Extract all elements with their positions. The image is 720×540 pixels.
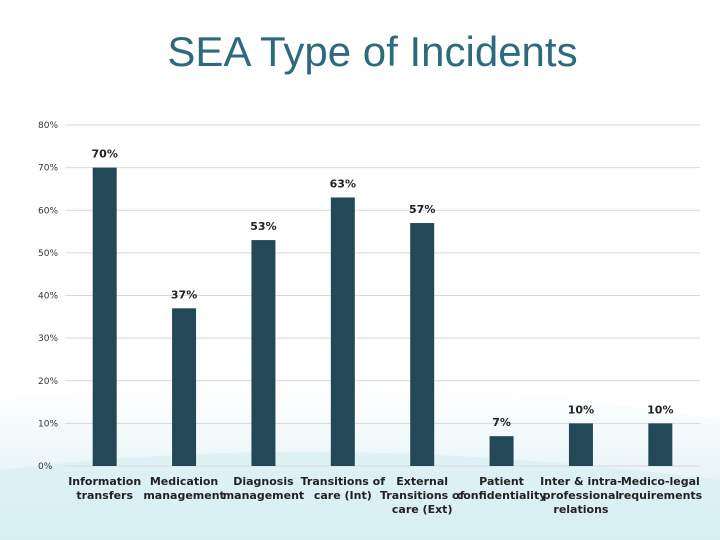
y-tick-label: 10% bbox=[38, 419, 58, 429]
data-label: 57% bbox=[409, 203, 435, 216]
category-label: Transitions of care (Int) bbox=[301, 475, 386, 502]
bar bbox=[568, 423, 593, 466]
data-label: 37% bbox=[171, 288, 197, 301]
y-tick-label: 50% bbox=[38, 249, 58, 259]
bar bbox=[172, 308, 197, 466]
data-label: 10% bbox=[568, 403, 594, 416]
y-tick-label: 40% bbox=[38, 292, 58, 302]
category-label: Diagnosis management bbox=[223, 475, 305, 502]
category-label: Medico-legal requirements bbox=[618, 475, 702, 502]
data-label: 10% bbox=[647, 403, 673, 416]
y-tick-label: 80% bbox=[38, 121, 58, 131]
data-label: 53% bbox=[250, 220, 276, 233]
bar bbox=[330, 197, 355, 466]
data-label: 70% bbox=[92, 148, 118, 161]
bar bbox=[92, 167, 117, 466]
category-label: Medication management bbox=[143, 475, 225, 502]
y-tick-label: 70% bbox=[38, 164, 58, 174]
category-label: Inter & intra-professional relations bbox=[540, 475, 622, 516]
bar bbox=[410, 223, 435, 466]
category-label: Patient confidentiality bbox=[457, 475, 547, 502]
bar bbox=[648, 423, 673, 466]
y-tick-label: 20% bbox=[38, 377, 58, 387]
y-tick-label: 60% bbox=[38, 206, 58, 216]
category-label: External Transitions of care (Ext) bbox=[380, 475, 465, 516]
slide-title: SEA Type of Incidents bbox=[167, 28, 578, 75]
category-label: Information transfers bbox=[68, 475, 141, 502]
data-label: 63% bbox=[330, 177, 356, 190]
bar bbox=[489, 436, 514, 466]
data-label: 7% bbox=[492, 416, 511, 429]
y-tick-label: 30% bbox=[38, 334, 58, 344]
y-tick-label: 0% bbox=[38, 462, 53, 472]
bar bbox=[251, 240, 276, 466]
